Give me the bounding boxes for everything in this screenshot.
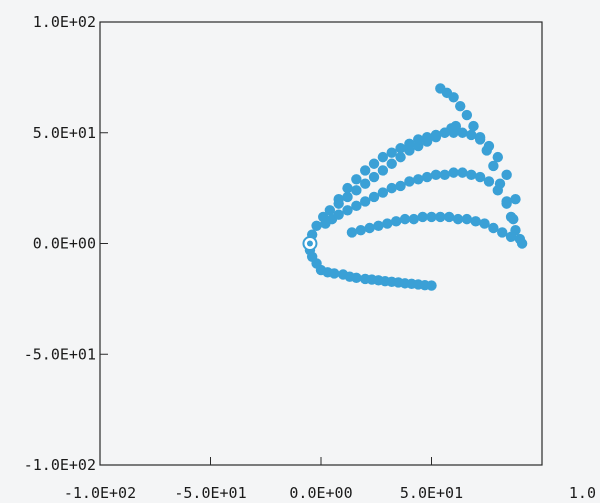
data-point xyxy=(346,227,358,238)
data-point xyxy=(470,216,481,227)
y-tick-label: -1.0E+02 xyxy=(24,456,96,474)
data-point xyxy=(364,222,375,234)
x-tick-label: 1.0 xyxy=(569,484,596,502)
data-point xyxy=(492,151,503,163)
data-point xyxy=(382,218,393,229)
data-point xyxy=(474,171,486,183)
data-point xyxy=(404,176,415,187)
data-point xyxy=(368,158,380,169)
data-point xyxy=(360,178,371,189)
data-point xyxy=(413,134,424,145)
data-point xyxy=(324,205,336,216)
data-point xyxy=(439,127,450,138)
y-tick-label: 0.0E+00 xyxy=(33,235,96,253)
data-point xyxy=(443,211,455,223)
data-point xyxy=(501,198,512,209)
data-point xyxy=(351,174,362,185)
data-point xyxy=(404,138,415,150)
data-point xyxy=(461,109,473,121)
data-point xyxy=(386,147,397,158)
start-marker-dot xyxy=(306,240,313,247)
data-point xyxy=(430,129,442,141)
data-point xyxy=(351,272,362,284)
data-points xyxy=(302,83,528,291)
data-point xyxy=(492,185,503,196)
data-point xyxy=(333,194,344,205)
x-tick-label: 5.0E+01 xyxy=(400,484,463,502)
data-point xyxy=(351,200,362,212)
data-point xyxy=(342,205,353,216)
data-point xyxy=(483,176,495,187)
data-point xyxy=(457,127,468,138)
data-point xyxy=(439,169,450,181)
data-point xyxy=(468,120,479,132)
data-point xyxy=(377,165,389,176)
data-point xyxy=(395,151,406,163)
data-point xyxy=(508,213,519,225)
data-point xyxy=(457,167,468,178)
data-point xyxy=(461,213,473,225)
data-point xyxy=(399,213,411,225)
data-point xyxy=(448,127,459,138)
data-point xyxy=(452,213,464,225)
data-point xyxy=(448,92,459,103)
data-point xyxy=(355,225,366,236)
data-point xyxy=(342,182,353,194)
data-point xyxy=(483,140,495,152)
axis-tick-labels: -1.0E+02 -5.0E+01 0.0E+00 5.0E+01 1.0 1.0E+02… xyxy=(24,13,596,502)
x-tick-label: -1.0E+02 xyxy=(64,484,136,502)
data-point xyxy=(497,227,508,238)
data-point xyxy=(342,191,353,203)
data-point xyxy=(333,209,344,220)
data-point xyxy=(505,231,517,243)
data-point xyxy=(474,134,486,145)
data-point xyxy=(351,185,362,196)
plot-frame xyxy=(99,21,543,466)
data-point xyxy=(395,180,406,192)
data-point xyxy=(435,211,446,223)
data-point xyxy=(510,194,521,205)
data-point xyxy=(516,238,528,249)
x-tick-label: 0.0E+00 xyxy=(289,484,352,502)
data-point xyxy=(466,129,477,141)
data-point xyxy=(430,169,442,181)
y-tick-label: 5.0E+01 xyxy=(33,124,96,142)
data-point xyxy=(448,167,459,178)
data-point xyxy=(373,220,384,231)
data-point xyxy=(479,218,490,229)
data-point xyxy=(377,187,389,198)
data-point xyxy=(368,171,380,183)
x-tick-label: -5.0E+01 xyxy=(174,484,246,502)
data-point xyxy=(368,191,380,203)
data-point xyxy=(360,196,371,207)
data-point xyxy=(413,174,424,185)
axis-ticks xyxy=(99,21,543,466)
data-point xyxy=(386,158,397,169)
data-point xyxy=(390,216,402,227)
data-point xyxy=(421,171,433,183)
data-point xyxy=(426,211,437,223)
data-point xyxy=(311,220,322,231)
data-point xyxy=(386,182,397,194)
data-point xyxy=(488,222,499,234)
data-point xyxy=(408,213,420,225)
data-point xyxy=(466,169,477,181)
data-point xyxy=(488,160,499,172)
data-point xyxy=(417,211,428,223)
data-point xyxy=(421,131,433,143)
data-point xyxy=(455,100,466,112)
data-point xyxy=(501,169,512,181)
data-point xyxy=(329,268,340,279)
y-tick-label: -5.0E+01 xyxy=(24,345,96,363)
data-point xyxy=(395,143,406,154)
data-point xyxy=(426,280,437,291)
data-point xyxy=(377,151,389,163)
y-tick-label: 1.0E+02 xyxy=(33,13,96,31)
data-point xyxy=(360,165,371,176)
